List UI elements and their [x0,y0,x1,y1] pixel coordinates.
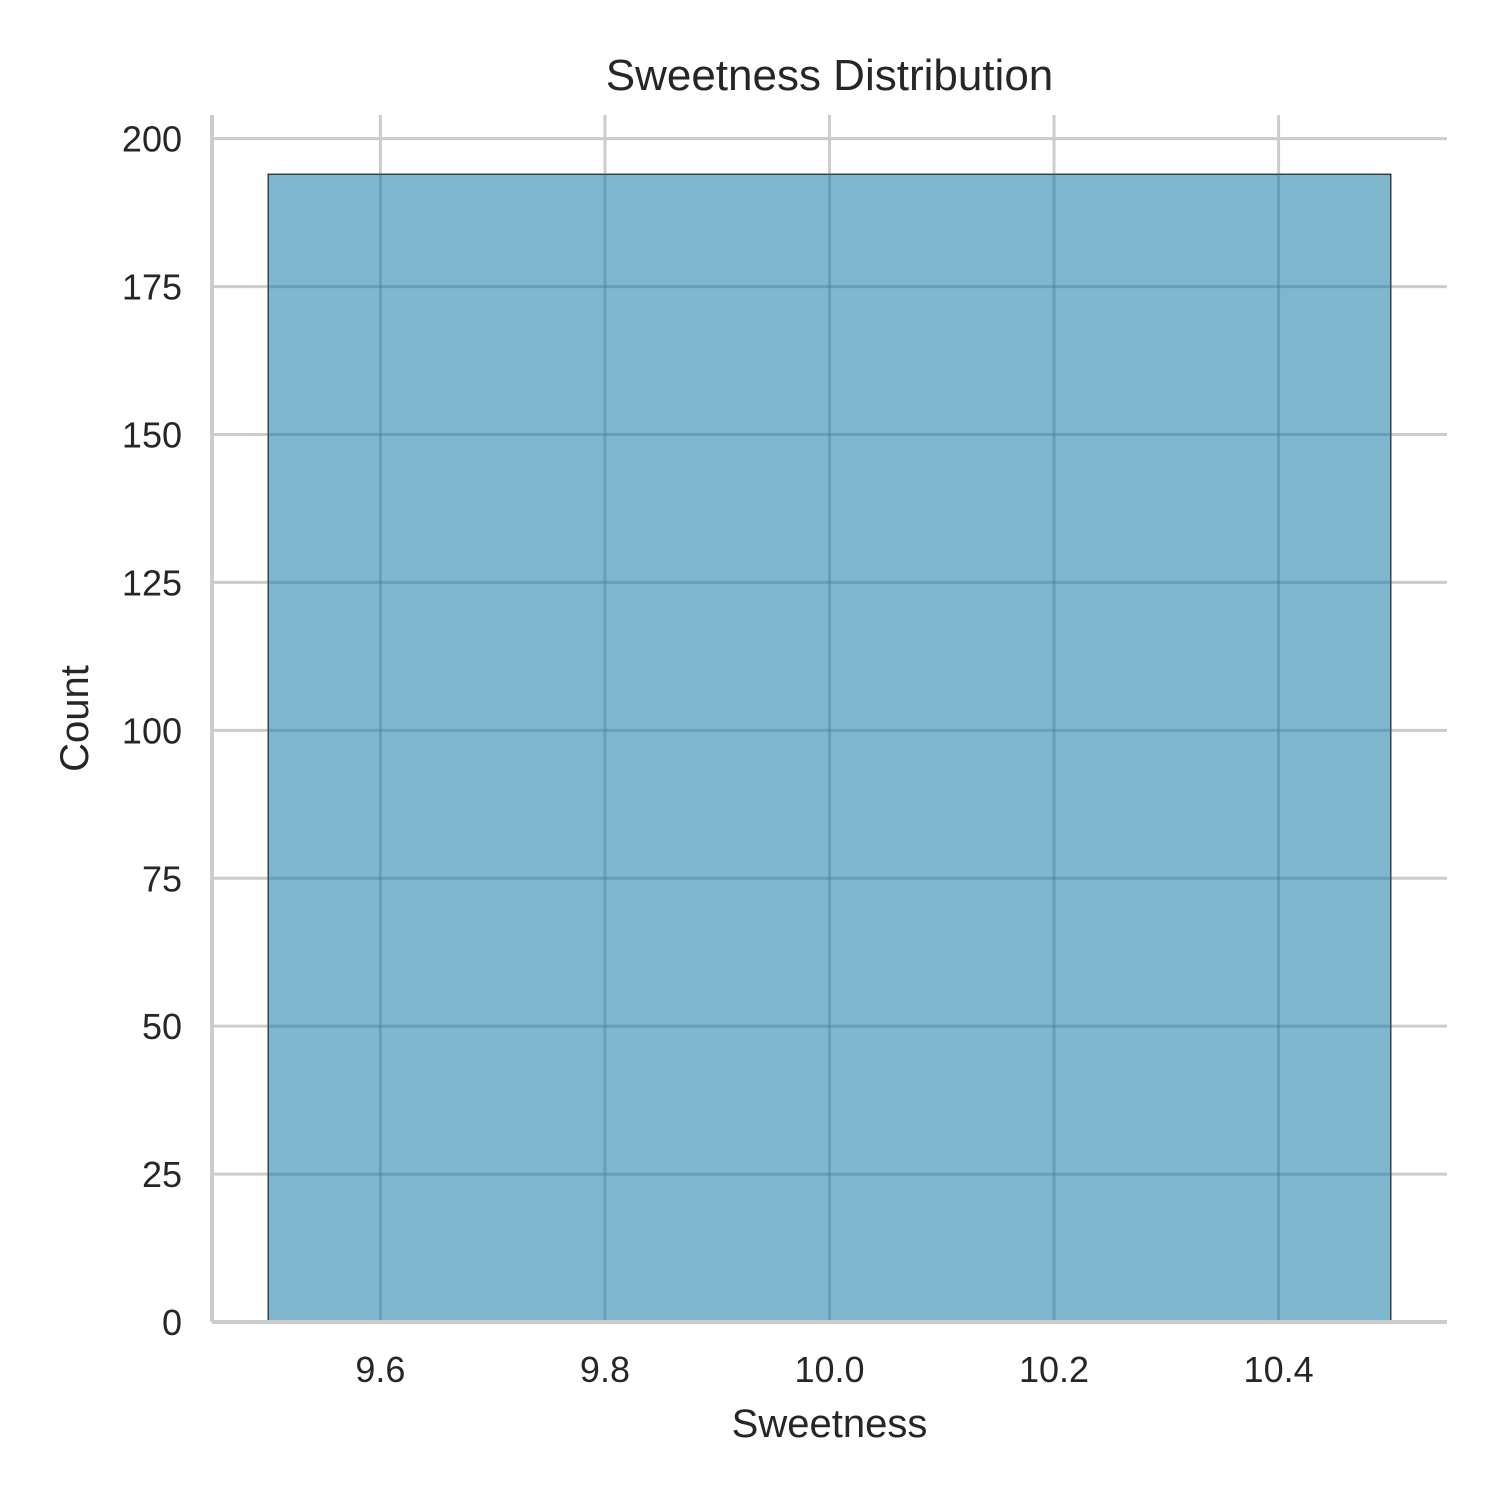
x-tick-label: 10.4 [1244,1349,1314,1390]
chart-title: Sweetness Distribution [606,51,1054,100]
x-tick-label: 9.8 [580,1349,630,1390]
x-tick-label: 9.6 [355,1349,405,1390]
y-tick-label: 200 [122,119,182,160]
y-tick-label: 50 [142,1006,182,1047]
x-tick-label: 10.0 [794,1349,864,1390]
x-axis-title: Sweetness [732,1402,928,1446]
y-tick-label: 100 [122,710,182,751]
y-axis-title: Count [53,665,97,772]
y-tick-label: 125 [122,562,182,603]
x-tick-label: 10.2 [1019,1349,1089,1390]
y-tick-label: 175 [122,267,182,308]
y-tick-label: 25 [142,1154,182,1195]
y-tick-label: 0 [162,1302,182,1343]
y-tick-label: 75 [142,858,182,899]
y-tick-label: 150 [122,415,182,456]
